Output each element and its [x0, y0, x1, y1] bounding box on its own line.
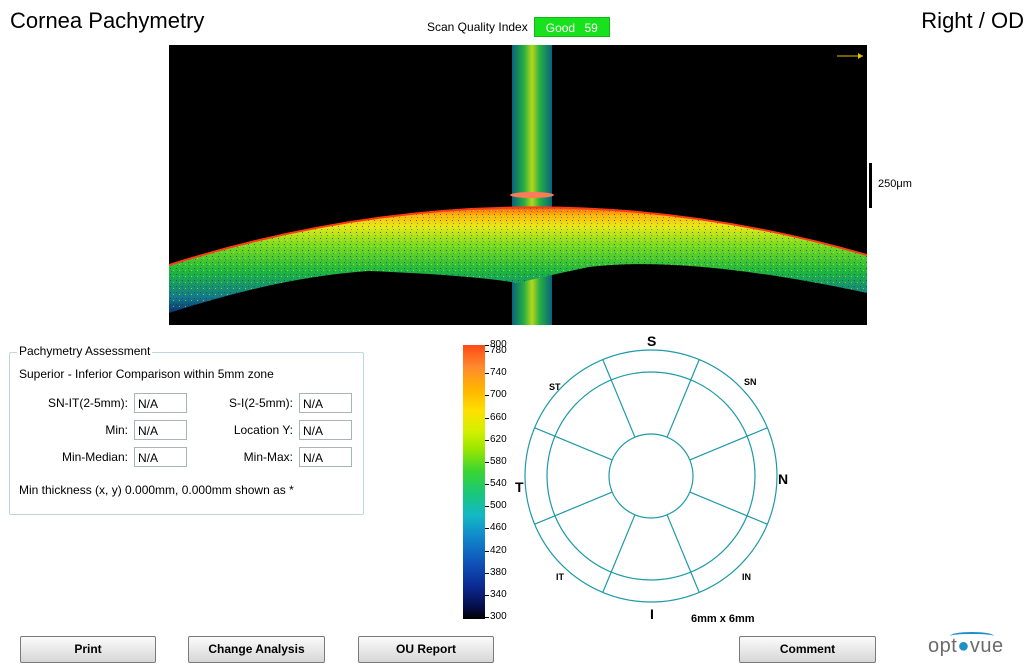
sector-label-s: S: [647, 333, 657, 349]
sector-divider: [610, 514, 636, 573]
change-analysis-button[interactable]: Change Analysis: [188, 636, 325, 663]
outer-ring-divider: [690, 359, 700, 381]
color-scale-tick: [485, 594, 489, 596]
sector-label-n: N: [778, 471, 789, 487]
s-i-label: S-I(2-5mm):: [229, 396, 293, 410]
color-scale-tick: [485, 550, 489, 552]
min-median-value: N/A: [134, 447, 187, 467]
min-label: Min:: [105, 423, 128, 437]
scan-quality-index: Scan Quality Index Good 59: [427, 17, 610, 37]
scale-bar: [869, 163, 872, 208]
sector-label-st: ST: [549, 382, 561, 392]
color-scale-label: 300: [490, 611, 507, 622]
min-value: N/A: [134, 420, 187, 440]
s-i-value: N/A: [299, 393, 352, 413]
color-scale-label: 660: [490, 411, 507, 423]
color-scale-label: 700: [490, 389, 507, 401]
color-scale-tick: [485, 572, 489, 574]
min-thickness-note: Min thickness (x, y) 0.000mm, 0.000mm sh…: [19, 483, 294, 497]
color-scale-tick: [485, 351, 489, 352]
comment-button[interactable]: Comment: [739, 636, 876, 663]
location-y-label: Location Y:: [233, 423, 293, 437]
color-scale-label: 420: [490, 544, 507, 556]
color-scale-label: 580: [490, 455, 507, 467]
color-scale-tick: [485, 617, 489, 618]
color-scale-tick: [485, 345, 489, 346]
scan-quality-label: Scan Quality Index: [427, 20, 528, 34]
pachymetry-assessment-panel: Pachymetry Assessment Superior - Inferio…: [9, 344, 364, 515]
location-y-value: N/A: [299, 420, 352, 440]
color-scale-label: 800: [490, 339, 507, 350]
map-size-label: 6mm x 6mm: [691, 613, 755, 625]
color-scale-label: 620: [490, 433, 507, 445]
color-scale-tick: [485, 461, 489, 463]
outer-ring-divider: [746, 515, 768, 525]
outer-ring-divider: [690, 571, 700, 593]
min-max-value: N/A: [299, 447, 352, 467]
pachymetry-map: [524, 349, 778, 603]
color-scale-label: 540: [490, 478, 507, 489]
scan-quality-status: Good: [545, 21, 576, 35]
cornea-scan-image: [169, 45, 867, 325]
thickness-color-scale: [463, 345, 485, 619]
ou-report-button[interactable]: OU Report: [358, 636, 494, 663]
min-max-label: Min-Max:: [243, 450, 293, 464]
assessment-subtitle: Superior - Inferior Comparison within 5m…: [19, 367, 274, 381]
scan-quality-value: 59: [584, 21, 598, 35]
sector-divider: [689, 491, 748, 517]
sector-divider: [666, 514, 692, 573]
sector-label-it: IT: [556, 572, 564, 582]
color-scale-label: 740: [490, 367, 507, 379]
min-median-label: Min-Median:: [61, 450, 128, 464]
color-scale-label: 380: [490, 566, 507, 578]
sector-label-in: IN: [742, 572, 751, 582]
sector-divider: [554, 491, 613, 517]
sector-divider: [666, 379, 692, 438]
outer-ring-divider: [602, 359, 612, 381]
page-title: Cornea Pachymetry: [10, 8, 205, 33]
sn-it-value: N/A: [134, 393, 187, 413]
outer-ring-divider: [534, 515, 556, 525]
sector-label-sn: SN: [744, 377, 757, 387]
color-scale-label: 500: [490, 500, 507, 512]
color-scale-tick: [485, 417, 489, 419]
logo-arc: [950, 632, 994, 640]
color-scale-label: 340: [490, 588, 507, 600]
print-button[interactable]: Print: [20, 636, 156, 663]
sector-label-i: I: [650, 606, 654, 622]
sector-divider: [689, 435, 748, 461]
sector-divider: [610, 379, 636, 438]
color-scale-label: 460: [490, 522, 507, 534]
outer-ring-divider: [534, 427, 556, 437]
outer-ring-divider: [746, 427, 768, 437]
assessment-legend: Pachymetry Assessment: [17, 344, 153, 358]
sn-it-label: SN-IT(2-5mm):: [48, 396, 128, 410]
optovue-logo: opt●vue: [928, 635, 1004, 657]
color-scale-tick: [485, 506, 489, 508]
color-scale-tick: [485, 373, 489, 375]
outer-ring-divider: [602, 571, 612, 593]
sector-divider: [554, 435, 613, 461]
scan-quality-badge: Good 59: [533, 17, 610, 37]
sector-label-t: T: [515, 479, 524, 495]
color-scale-tick: [485, 528, 489, 530]
color-scale-tick: [485, 395, 489, 397]
scale-label: 250μm: [878, 178, 912, 190]
eye-indicator: Right / OD: [921, 8, 1024, 33]
color-scale-label: 780: [490, 345, 507, 356]
color-scale-tick: [485, 484, 489, 485]
color-scale-tick: [485, 439, 489, 441]
